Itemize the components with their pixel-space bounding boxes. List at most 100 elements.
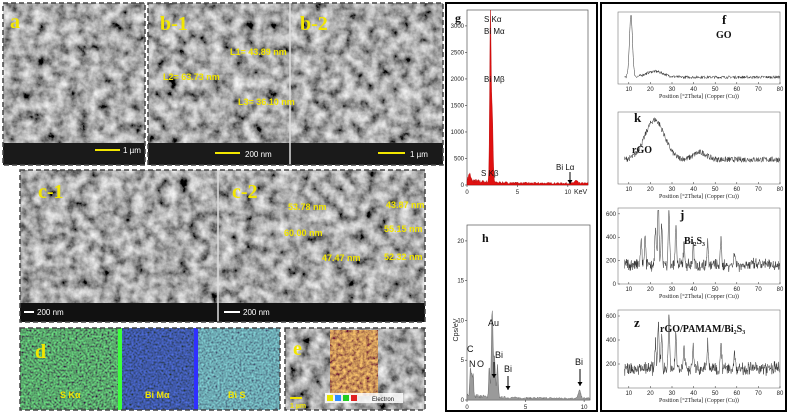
y-label: Cps/eV xyxy=(453,318,460,341)
sem-image xyxy=(3,3,145,165)
x-tick-label: 10 xyxy=(625,187,632,193)
plot-area xyxy=(466,9,589,186)
spectrum xyxy=(466,310,591,401)
y-tick-label: 15 xyxy=(457,279,464,285)
x-tick-label: 70 xyxy=(755,187,762,193)
x-tick-label: 10 xyxy=(581,405,588,411)
scale-label: 200 nm xyxy=(245,150,272,159)
x-tick-label: 50 xyxy=(712,287,719,293)
y-tick-label: 3000 xyxy=(451,24,465,30)
legend-swatch xyxy=(343,395,349,401)
x-tick-label: 30 xyxy=(669,87,676,93)
x-tick-label: 40 xyxy=(690,187,697,193)
panel-label: c-1 xyxy=(38,181,64,203)
legend-swatch xyxy=(351,395,357,401)
panel-label: e xyxy=(293,338,302,360)
x-tick-label: 10 xyxy=(564,190,571,196)
peak-label: N xyxy=(469,359,476,369)
x-tick-label: 40 xyxy=(690,287,697,293)
peak-label: Bi Mα xyxy=(484,27,505,36)
divider xyxy=(118,328,122,410)
divider xyxy=(194,328,198,410)
x-tick-label: 80 xyxy=(777,287,784,293)
x-tick-label: 60 xyxy=(733,87,740,93)
y-tick-label: 500 xyxy=(454,156,465,162)
info-bar xyxy=(20,303,425,322)
map-label: Bi Mα xyxy=(145,390,170,400)
scale-label: 200 nm xyxy=(243,308,270,317)
measurement: L3= 36.10 nm xyxy=(238,97,295,107)
y-tick-label: 600 xyxy=(606,314,617,320)
x-tick-label: 80 xyxy=(777,391,784,397)
scale-label: 1 µm xyxy=(290,403,306,410)
x-tick-label: 50 xyxy=(712,391,719,397)
eds-map xyxy=(330,330,378,396)
measurement: 60.00 nm xyxy=(284,228,323,238)
x-tick-label: 50 xyxy=(712,87,719,93)
peak-label: C xyxy=(467,344,474,354)
y-tick-label: 10 xyxy=(457,318,464,324)
plot-area xyxy=(617,207,781,285)
spectrum xyxy=(466,9,589,186)
sample-name: rGO/PAMAM/Bi₂S₃ xyxy=(660,324,745,335)
x-tick-label: 60 xyxy=(733,187,740,193)
x-label: Position [°2Theta] (Copper (Cu)) xyxy=(659,293,739,300)
x-tick-label: 70 xyxy=(755,87,762,93)
plot-area xyxy=(617,11,781,85)
measurement: 53.78 nm xyxy=(288,202,327,212)
measurement: 55.15 nm xyxy=(384,224,423,234)
y-tick-label: 5 xyxy=(461,358,465,364)
peak-label: O xyxy=(477,359,484,369)
x-tick-label: 60 xyxy=(733,391,740,397)
sample-name: GO xyxy=(716,30,732,41)
x-label: Position [°2Theta] (Copper (Cu)) xyxy=(659,93,739,100)
panel-label: k xyxy=(634,110,642,125)
x-tick-label: 50 xyxy=(712,187,719,193)
x-tick-label: 80 xyxy=(777,87,784,93)
plot-area xyxy=(617,309,781,389)
diffractogram xyxy=(624,14,780,80)
x-tick-label: 10 xyxy=(625,287,632,293)
map-label: Bi S xyxy=(228,390,246,400)
arrow-head xyxy=(505,386,511,390)
x-tick-label: 30 xyxy=(669,391,676,397)
panel-frame xyxy=(600,2,787,412)
panel-label: j xyxy=(679,207,684,222)
arrow-head xyxy=(577,382,583,386)
panel-frame xyxy=(445,2,598,412)
sem-image xyxy=(148,3,443,165)
panel-border xyxy=(19,327,281,411)
panel-label: a xyxy=(10,11,20,33)
sem-image xyxy=(20,170,425,322)
measurement: 43.87 nm xyxy=(386,200,425,210)
scale-label: 1 µm xyxy=(410,150,428,159)
y-tick-label: 200 xyxy=(606,259,617,265)
sample-name: rGO xyxy=(632,145,652,156)
peak-label: Bi xyxy=(495,350,503,360)
peak-label: Bi Lα xyxy=(556,163,575,172)
panel-label: z xyxy=(634,315,640,330)
info-bar xyxy=(3,143,145,165)
panel-border xyxy=(147,2,444,166)
x-tick-label: 40 xyxy=(690,87,697,93)
y-tick-label: 2000 xyxy=(451,77,465,83)
x-label: Position [°2Theta] (Copper (Cu)) xyxy=(659,397,739,404)
x-tick-label: 60 xyxy=(733,287,740,293)
peak-label: Bi xyxy=(504,364,512,374)
eds-map xyxy=(20,328,118,410)
y-tick-label: 0 xyxy=(461,183,465,189)
diffractogram xyxy=(624,210,780,273)
scale-label: 200 nm xyxy=(37,308,64,317)
panel-label: d xyxy=(35,341,46,363)
legend-label: Electron xyxy=(372,397,394,403)
x-tick-label: 40 xyxy=(690,391,697,397)
eds-map xyxy=(198,328,280,410)
y-tick-label: 0 xyxy=(613,282,617,288)
y-tick-label: 600 xyxy=(606,212,617,218)
x-tick-label: 20 xyxy=(647,87,654,93)
peak-label: Bi Mβ xyxy=(484,75,505,84)
x-tick-label: 20 xyxy=(647,187,654,193)
panel-label: h xyxy=(482,231,489,245)
